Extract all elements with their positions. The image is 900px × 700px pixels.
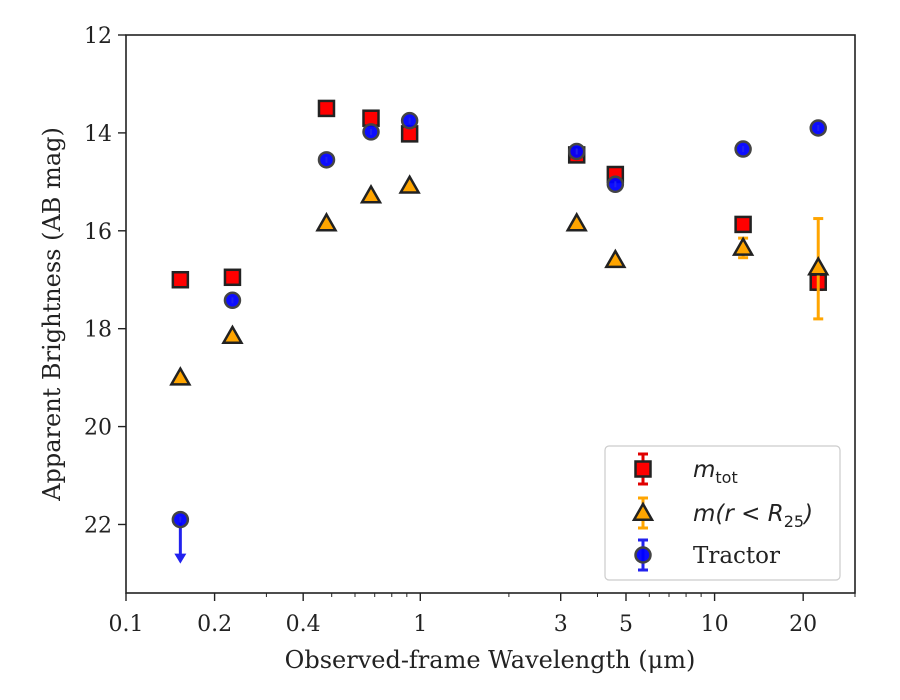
series-tractor (171, 111, 827, 564)
x-axis-ticks: 0.1 0.2 0.4 1 3 5 10 20 (109, 593, 856, 637)
x-tick-label: 5 (619, 612, 633, 637)
x-tick-label: 20 (789, 612, 817, 637)
x-tick-label: 0.1 (109, 612, 144, 637)
data-point-square (223, 268, 242, 287)
legend-entry-mr25: m(r < R25) (631, 496, 813, 531)
x-axis-label: Observed-frame Wavelength (μm) (285, 646, 696, 674)
data-point-square (171, 270, 190, 289)
legend-label-mtot: mtot (693, 457, 738, 487)
legend-box (604, 445, 841, 581)
data-point-triangle (731, 236, 755, 256)
legend-label-tractor: Tractor (693, 543, 780, 569)
data-point-square (317, 99, 336, 118)
y-tick-label: 18 (84, 318, 112, 343)
x-tick-label: 0.2 (197, 612, 232, 637)
legend-entry-mtot: mtot (634, 452, 738, 487)
data-point-triangle (221, 324, 244, 345)
legend-label-sub: tot (715, 468, 737, 487)
data-point-triangle (398, 174, 421, 194)
x-tick-label: 0.4 (286, 612, 321, 637)
legend-label-main: m (693, 457, 715, 483)
data-point-triangle (315, 211, 338, 232)
x-tick-label: 1 (413, 612, 427, 637)
legend-label-tail: ) (802, 501, 813, 527)
legend-marker-square (634, 460, 652, 478)
y-axis-ticks: 12 14 16 18 20 22 (84, 24, 126, 538)
data-point-triangle (359, 184, 383, 204)
y-tick-label: 22 (84, 513, 112, 538)
legend-entry-tractor: Tractor (634, 538, 780, 572)
x-tick-label: 3 (554, 612, 568, 637)
legend-marker-circle (634, 546, 652, 564)
y-tick-label: 20 (84, 416, 112, 441)
data-point-triangle (807, 255, 830, 276)
legend-label-main: m(r < R (693, 501, 784, 527)
series-mr25 (169, 174, 830, 386)
upper-limit-arrow-head (174, 553, 187, 564)
data-point-triangle (565, 211, 588, 232)
data-point-square (734, 215, 752, 234)
legend-marker-triangle (631, 501, 655, 521)
legend-label-mr25: m(r < R25) (693, 501, 813, 531)
legend: mtot m(r < R25) Tractor (604, 445, 841, 581)
y-tick-label: 16 (84, 220, 112, 245)
data-point-triangle (169, 366, 192, 386)
x-tick-label: 10 (701, 612, 729, 637)
y-axis-label: Apparent Brightness (AB mag) (38, 127, 66, 502)
y-tick-label: 14 (84, 122, 112, 147)
y-tick-label: 12 (84, 24, 112, 49)
plot-frame (125, 34, 856, 594)
data-point-triangle (604, 248, 627, 269)
data-marks (169, 99, 830, 564)
legend-label-sub: 25 (784, 512, 804, 531)
series-mtot (171, 99, 827, 292)
